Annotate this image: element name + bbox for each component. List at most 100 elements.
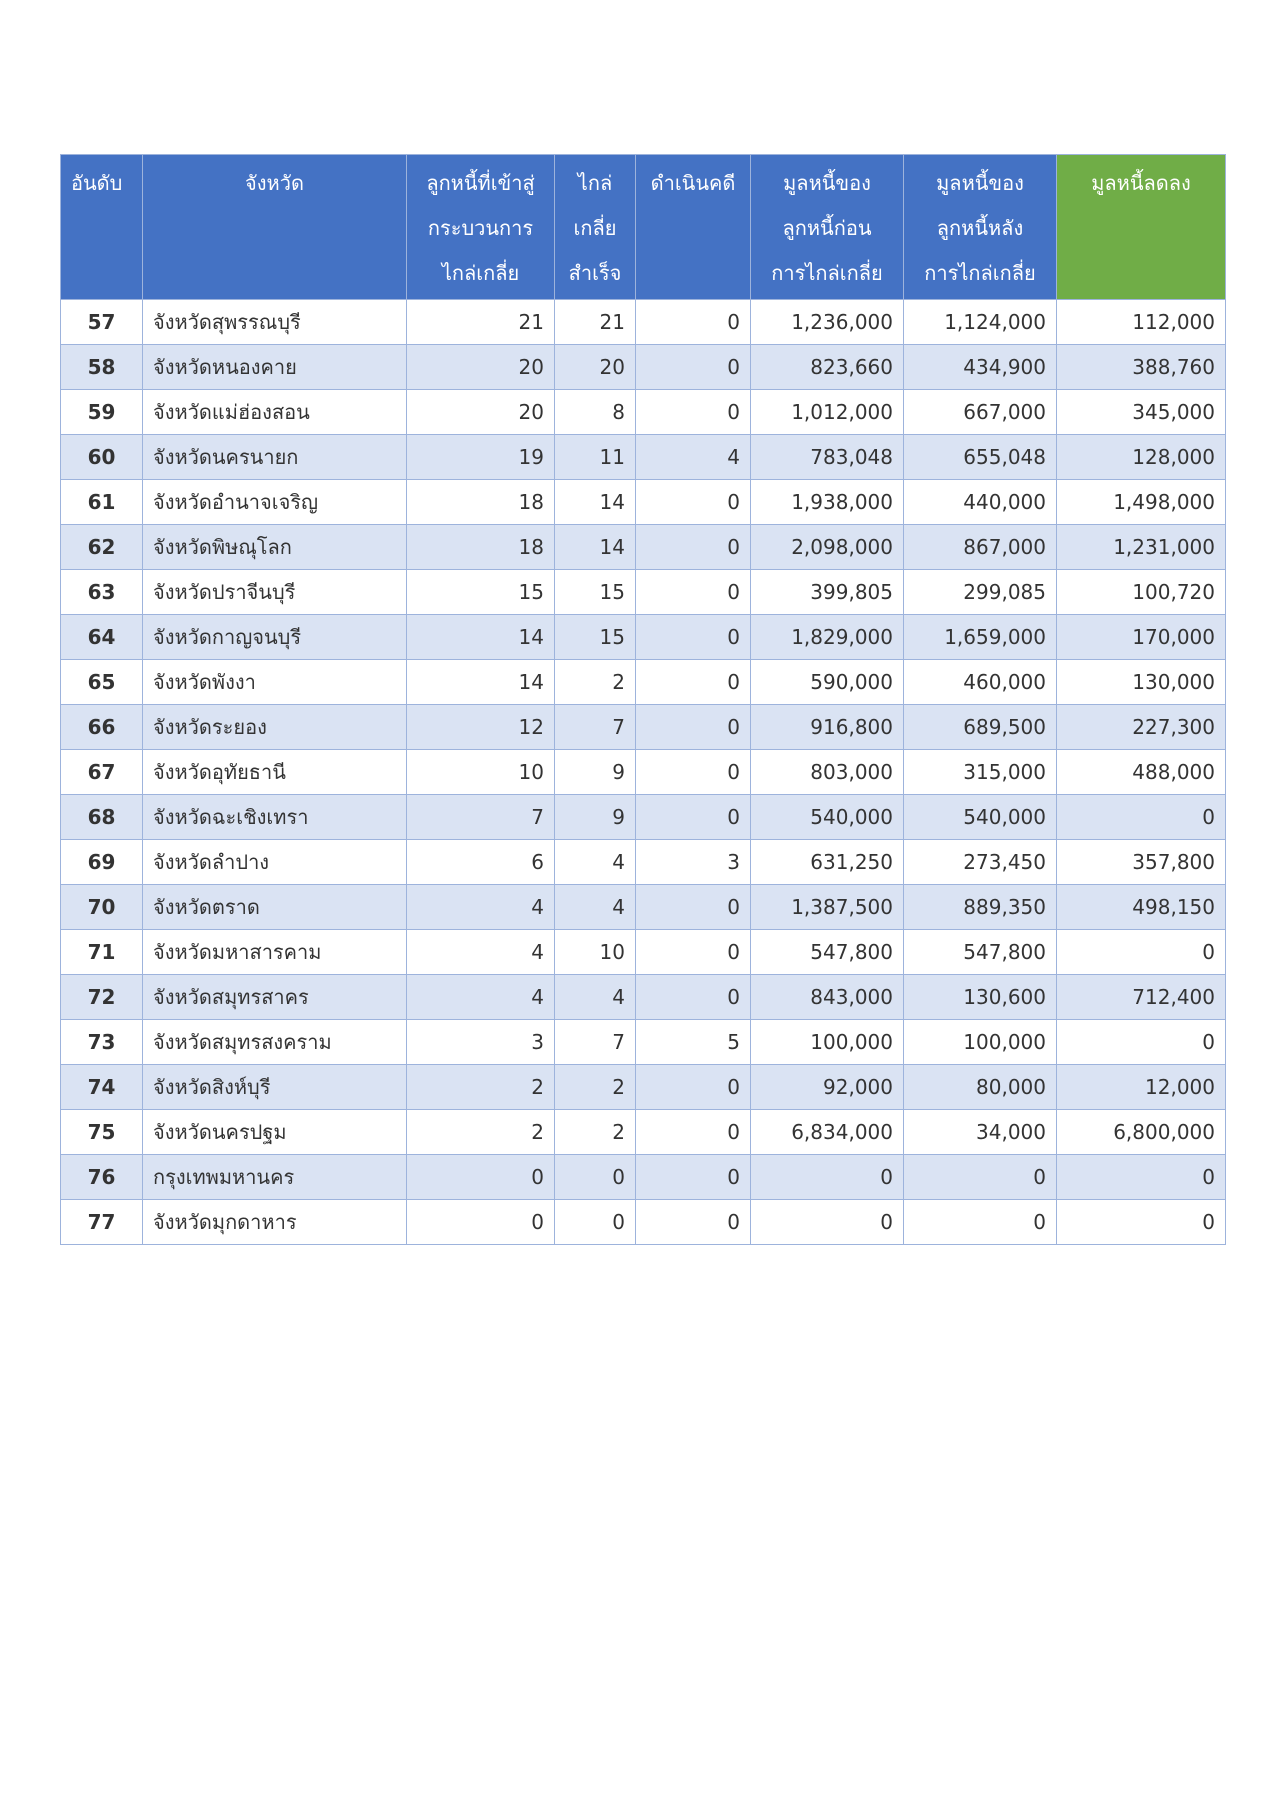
rank-cell: 70	[60, 884, 143, 930]
value-cell: 14	[554, 524, 636, 570]
header-line: จังหวัด	[245, 171, 304, 195]
value-cell: 100,000	[903, 1019, 1057, 1065]
value-cell: 7	[554, 704, 636, 750]
table-row: 77 จังหวัดมุกดาหาร 0 0 0 0 0 0	[60, 1199, 1226, 1245]
header-line: ลูกหนี้หลัง	[936, 216, 1024, 240]
header-cell: ลูกหนี้ที่เข้าสู่ กระบวนการ ไกล่เกลี่ย	[406, 154, 555, 300]
value-cell: 6,834,000	[750, 1109, 904, 1155]
value-cell: 3	[406, 1019, 555, 1065]
header-cell: ดำเนินคดี	[635, 154, 751, 300]
rank-cell: 59	[60, 389, 143, 435]
value-cell: 10	[554, 929, 636, 975]
value-cell: 1,012,000	[750, 389, 904, 435]
header-cell: มูลหนี้ของ ลูกหนี้หลัง การไกล่เกลี่ย	[903, 154, 1057, 300]
value-cell: 0	[1056, 1199, 1226, 1245]
value-cell: 0	[635, 479, 751, 525]
value-cell: 0	[635, 344, 751, 390]
rank-cell: 60	[60, 434, 143, 480]
province-cell: จังหวัดนครนายก	[142, 434, 407, 480]
province-cell: จังหวัดพังงา	[142, 659, 407, 705]
province-cell: จังหวัดอำนาจเจริญ	[142, 479, 407, 525]
rank-cell: 62	[60, 524, 143, 570]
province-cell: จังหวัดลำปาง	[142, 839, 407, 885]
value-cell: 889,350	[903, 884, 1057, 930]
table-row: 60 จังหวัดนครนายก 19 11 4 783,048 655,048 128,0…	[60, 434, 1226, 480]
header-cell: ไกล่ เกลี่ย สำเร็จ	[554, 154, 636, 300]
value-cell: 823,660	[750, 344, 904, 390]
table-row: 65 จังหวัดพังงา 14 2 0 590,000 460,000 130,000	[60, 659, 1226, 705]
value-cell: 21	[406, 299, 555, 345]
table-row: 62 จังหวัดพิษณุโลก 18 14 0 2,098,000 867,000 1,…	[60, 524, 1226, 570]
value-cell: 21	[554, 299, 636, 345]
value-cell: 299,085	[903, 569, 1057, 615]
value-cell: 667,000	[903, 389, 1057, 435]
rank-cell: 61	[60, 479, 143, 525]
province-cell: จังหวัดอุทัยธานี	[142, 749, 407, 795]
rank-cell: 64	[60, 614, 143, 660]
value-cell: 2	[554, 659, 636, 705]
value-cell: 843,000	[750, 974, 904, 1020]
header-line: การไกล่เกลี่ย	[771, 261, 883, 285]
value-cell: 11	[554, 434, 636, 480]
rank-cell: 69	[60, 839, 143, 885]
value-cell: 498,150	[1056, 884, 1226, 930]
table-row: 68 จังหวัดฉะเชิงเทรา 7 9 0 540,000 540,000 0	[60, 794, 1226, 840]
value-cell: 4	[406, 929, 555, 975]
value-cell: 460,000	[903, 659, 1057, 705]
province-cell: จังหวัดมหาสารคาม	[142, 929, 407, 975]
value-cell: 20	[406, 344, 555, 390]
value-cell: 0	[635, 974, 751, 1020]
value-cell: 20	[406, 389, 555, 435]
value-cell: 0	[635, 299, 751, 345]
value-cell: 1,236,000	[750, 299, 904, 345]
province-cell: จังหวัดนครปฐม	[142, 1109, 407, 1155]
value-cell: 0	[635, 794, 751, 840]
value-cell: 0	[635, 1064, 751, 1110]
value-cell: 2	[554, 1064, 636, 1110]
value-cell: 9	[554, 794, 636, 840]
header-line: มูลหนี้ของ	[783, 171, 871, 195]
value-cell: 547,800	[750, 929, 904, 975]
header-line: อันดับ	[71, 171, 123, 195]
header-cell: มูลหนี้ลดลง	[1056, 154, 1226, 300]
value-cell: 19	[406, 434, 555, 480]
value-cell: 18	[406, 479, 555, 525]
value-cell: 4	[554, 839, 636, 885]
province-cell: จังหวัดกาญจนบุรี	[142, 614, 407, 660]
value-cell: 34,000	[903, 1109, 1057, 1155]
value-cell: 712,400	[1056, 974, 1226, 1020]
value-cell: 0	[554, 1154, 636, 1200]
value-cell: 100,720	[1056, 569, 1226, 615]
value-cell: 0	[635, 524, 751, 570]
table-row: 73 จังหวัดสมุทรสงคราม 3 7 5 100,000 100,000 0	[60, 1019, 1226, 1065]
value-cell: 0	[635, 1109, 751, 1155]
value-cell: 4	[635, 434, 751, 480]
value-cell: 4	[406, 974, 555, 1020]
value-cell: 6,800,000	[1056, 1109, 1226, 1155]
rank-cell: 72	[60, 974, 143, 1020]
value-cell: 0	[903, 1154, 1057, 1200]
rank-cell: 65	[60, 659, 143, 705]
value-cell: 130,600	[903, 974, 1057, 1020]
value-cell: 0	[554, 1199, 636, 1245]
value-cell: 4	[406, 884, 555, 930]
value-cell: 1,659,000	[903, 614, 1057, 660]
value-cell: 0	[903, 1199, 1057, 1245]
value-cell: 0	[635, 884, 751, 930]
value-cell: 0	[635, 704, 751, 750]
header-line: สำเร็จ	[568, 261, 622, 285]
value-cell: 20	[554, 344, 636, 390]
value-cell: 488,000	[1056, 749, 1226, 795]
table-row: 63 จังหวัดปราจีนบุรี 15 15 0 399,805 299,085 10…	[60, 569, 1226, 615]
value-cell: 1,498,000	[1056, 479, 1226, 525]
value-cell: 5	[635, 1019, 751, 1065]
value-cell: 916,800	[750, 704, 904, 750]
value-cell: 130,000	[1056, 659, 1226, 705]
value-cell: 440,000	[903, 479, 1057, 525]
value-cell: 399,805	[750, 569, 904, 615]
value-cell: 0	[635, 614, 751, 660]
rank-cell: 66	[60, 704, 143, 750]
value-cell: 590,000	[750, 659, 904, 705]
table-row: 58 จังหวัดหนองคาย 20 20 0 823,660 434,900 388,7…	[60, 344, 1226, 390]
table-row: 72 จังหวัดสมุทรสาคร 4 4 0 843,000 130,600 712,4…	[60, 974, 1226, 1020]
